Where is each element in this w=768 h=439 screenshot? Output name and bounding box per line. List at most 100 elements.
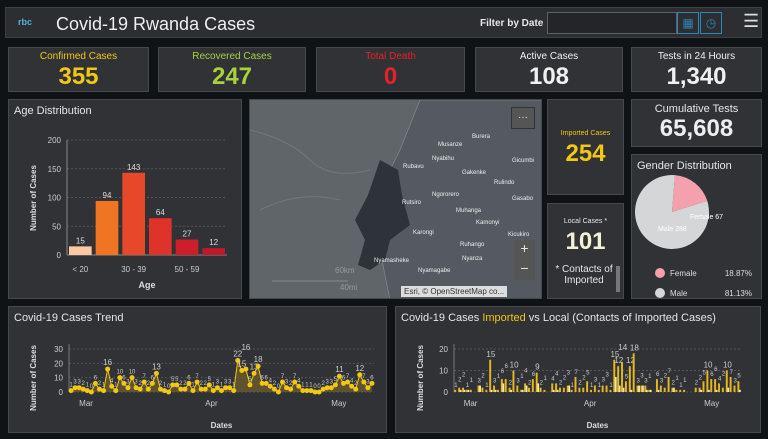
data-label: 4 <box>350 378 354 384</box>
map-label-karongi: Karongi <box>413 230 434 236</box>
data-label: 1 <box>69 383 73 389</box>
data-label: 2 <box>582 376 586 382</box>
bar-imported <box>640 385 643 392</box>
clock-icon[interactable]: ◷ <box>700 12 722 34</box>
data-label: 11 <box>335 365 344 374</box>
data-label: 4 <box>297 378 301 384</box>
data-label: 15 <box>486 350 495 359</box>
data-point <box>109 383 115 389</box>
data-label: 10 <box>129 370 136 376</box>
data-label: 2 <box>138 381 142 387</box>
x-tick-label: Apr <box>584 399 597 408</box>
filter-by-date-label: Filter by Date <box>480 18 544 29</box>
legend-swatch <box>655 268 665 278</box>
data-label: 3 <box>326 380 330 386</box>
bar-imported <box>648 389 651 392</box>
x-tick-label: Apr <box>205 399 218 408</box>
data-label: 6 <box>151 375 155 381</box>
bar-imported <box>613 359 616 392</box>
data-label: 2 <box>528 381 532 387</box>
bar-local <box>708 389 710 392</box>
more-options-button[interactable]: ··· <box>511 107 535 129</box>
kpi-label: Recovered Cases <box>192 51 272 62</box>
data-label: 3 <box>594 378 598 384</box>
bar-local <box>645 389 648 392</box>
map-attribution[interactable]: Esri, © OpenStreetMap co... <box>401 286 508 297</box>
data-label: 13 <box>152 362 161 371</box>
data-label: 1 <box>470 378 474 384</box>
bar-imported <box>462 387 464 392</box>
gender-distribution-title: Gender Distribution <box>637 160 732 172</box>
data-label: 6 <box>260 375 264 381</box>
bar-imported <box>496 389 499 392</box>
data-point <box>332 382 338 388</box>
y-tick-label: 0 <box>57 251 62 260</box>
bar-local <box>467 389 470 392</box>
bar-local <box>502 383 505 392</box>
bar-imported <box>721 387 724 392</box>
data-label: 2 <box>578 381 582 387</box>
bar-local <box>657 389 660 392</box>
data-label: 2 <box>147 381 151 387</box>
map-label-ngororero: Ngororero <box>432 192 460 198</box>
map-label-muhanga: Muhanga <box>456 208 482 214</box>
bar-local <box>463 389 466 392</box>
imported-cases-card: Imported Cases 254 <box>547 99 624 195</box>
data-point <box>190 388 196 394</box>
zoom-out-button[interactable]: − <box>514 260 535 280</box>
data-label: 2 <box>179 381 183 387</box>
scrollbar[interactable] <box>616 266 620 292</box>
data-label: 2 <box>699 376 703 382</box>
data-point <box>312 389 318 395</box>
data-label: 2 <box>199 381 203 387</box>
calendar-icon[interactable]: ▦ <box>677 12 699 34</box>
data-label: 5 <box>171 377 175 383</box>
data-point <box>231 388 237 394</box>
data-point <box>239 368 245 373</box>
bar-imported <box>500 379 503 392</box>
data-point <box>296 383 302 389</box>
data-point <box>243 366 249 372</box>
data-label: 5 <box>737 373 741 379</box>
data-label: 7 <box>293 374 297 380</box>
rwanda-map[interactable]: Musanze Burera Rubavu Nyabihu Gakenke Gicumbi… <box>250 100 542 299</box>
data-label: 2 <box>509 381 513 387</box>
data-label: 7 <box>574 370 578 376</box>
kpi-value: 247 <box>211 63 253 90</box>
zoom-in-button[interactable]: + <box>514 240 535 260</box>
data-label: 3 <box>660 379 664 385</box>
data-label: 6 <box>342 375 346 381</box>
bar-local <box>700 389 703 392</box>
data-point <box>137 386 143 392</box>
bar-imported <box>489 359 492 392</box>
data-label: 6 <box>265 375 269 381</box>
data-label: 1 <box>301 383 305 389</box>
page-title: Covid-19 Rwanda Cases <box>56 14 256 34</box>
bar-imported <box>485 389 488 392</box>
data-label: 1 <box>114 383 118 389</box>
rbc-logo: rbc <box>18 17 33 27</box>
map-panel[interactable]: Musanze Burera Rubavu Nyabihu Gakenke Gicumbi… <box>249 99 542 299</box>
data-point <box>349 383 355 389</box>
data-point <box>267 383 273 389</box>
data-label: 5 <box>334 377 338 383</box>
data-label: 14 <box>618 343 627 352</box>
data-point <box>361 379 367 385</box>
data-label: 10 <box>704 361 713 370</box>
data-point <box>158 386 163 392</box>
map-label-nyamasheke: Nyamasheke <box>374 258 410 264</box>
cases-trend-panel: Covid-19 Cases Trend 0 10 20 30 Mar Apr May Dat… <box>8 306 387 433</box>
data-label: 10 <box>723 361 732 370</box>
y-tick-label: 10 <box>439 367 448 376</box>
data-point <box>263 380 269 386</box>
y-tick-label: 30 <box>54 345 63 354</box>
cumulative-tests-label: Cumulative Tests <box>654 103 739 115</box>
bar-40 - 49 <box>149 218 172 255</box>
data-point <box>336 373 342 379</box>
data-label: 5 <box>248 377 252 383</box>
data-point <box>113 388 119 394</box>
bar-local <box>525 385 528 392</box>
hamburger-menu-icon[interactable]: ☰ <box>743 11 760 31</box>
data-label: 2 <box>462 373 466 379</box>
date-filter-input[interactable] <box>547 12 677 34</box>
